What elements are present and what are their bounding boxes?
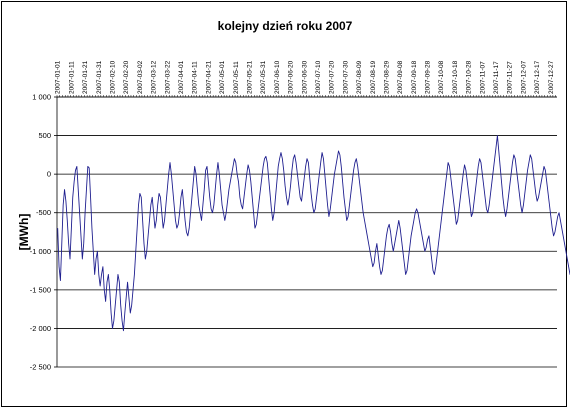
y-axis-label: [MWh] <box>17 214 31 251</box>
y-tick-label: 0 <box>47 170 51 179</box>
x-tick-label: 2007-10-08 <box>438 60 445 94</box>
x-tick-label: 2007-05-11 <box>233 61 240 94</box>
y-tick-label: 1 000 <box>32 93 51 102</box>
x-tick-label: 2007-11-07 <box>479 61 486 94</box>
x-tick-label: 2007-12-27 <box>548 60 555 94</box>
x-tick-label: 2007-12-17 <box>534 60 541 94</box>
x-tick-label: 2007-05-01 <box>219 60 226 94</box>
x-tick-label: 2007-01-31 <box>96 60 103 94</box>
x-tick-label: 2007-02-10 <box>109 60 116 94</box>
x-tick-label: 2007-04-01 <box>178 60 185 94</box>
y-tick-label: 500 <box>38 131 51 140</box>
x-tick-label: 2007-01-01 <box>55 60 62 94</box>
x-tick-label: 2007-01-11 <box>68 61 75 94</box>
x-tick-label: 2007-03-12 <box>151 60 158 94</box>
y-tick-label: -2 000 <box>30 324 51 333</box>
x-tick-label: 2007-02-20 <box>123 60 130 94</box>
y-tick-label: -2 500 <box>30 363 51 372</box>
x-tick-label: 2007-07-10 <box>315 60 322 94</box>
x-tick-label: 2007-07-20 <box>329 60 336 94</box>
x-tick-label: 2007-03-22 <box>164 60 171 94</box>
x-tick-label: 2007-03-02 <box>137 60 144 94</box>
x-tick-label: 2007-08-29 <box>383 60 390 94</box>
x-tick-label: 2007-12-07 <box>520 60 527 94</box>
x-tick-label: 2007-09-28 <box>425 60 432 94</box>
x-tick-label: 2007-06-20 <box>288 60 295 94</box>
x-tick-label: 2007-05-21 <box>246 60 253 94</box>
y-tick-label: -1 000 <box>30 247 51 256</box>
x-tick-label: 2007-10-18 <box>452 60 459 94</box>
series-line <box>57 135 570 332</box>
x-tick-label: 2007-06-10 <box>274 60 281 94</box>
x-tick-label: 2007-04-21 <box>205 60 212 94</box>
x-tick-label: 2007-08-19 <box>370 60 377 94</box>
y-tick-label: -500 <box>36 208 51 217</box>
x-tick-label: 2007-06-30 <box>301 60 308 94</box>
x-tick-label: 2007-08-09 <box>356 60 363 94</box>
x-tick-label: 2007-10-28 <box>466 60 473 94</box>
y-tick-label: -1 500 <box>30 285 51 294</box>
x-tick-label: 2007-09-18 <box>411 60 418 94</box>
x-tick-label: 2007-04-11 <box>192 61 199 94</box>
x-tick-label: 2007-09-08 <box>397 60 404 94</box>
x-tick-label: 2007-11-17 <box>493 61 500 94</box>
x-tick-label: 2007-07-30 <box>342 60 349 94</box>
chart-title: kolejny dzień roku 2007 <box>217 19 353 33</box>
x-tick-label: 2007-01-21 <box>82 60 89 94</box>
x-tick-label: 2007-11-27 <box>507 61 514 94</box>
x-tick-label: 2007-05-31 <box>260 60 267 94</box>
